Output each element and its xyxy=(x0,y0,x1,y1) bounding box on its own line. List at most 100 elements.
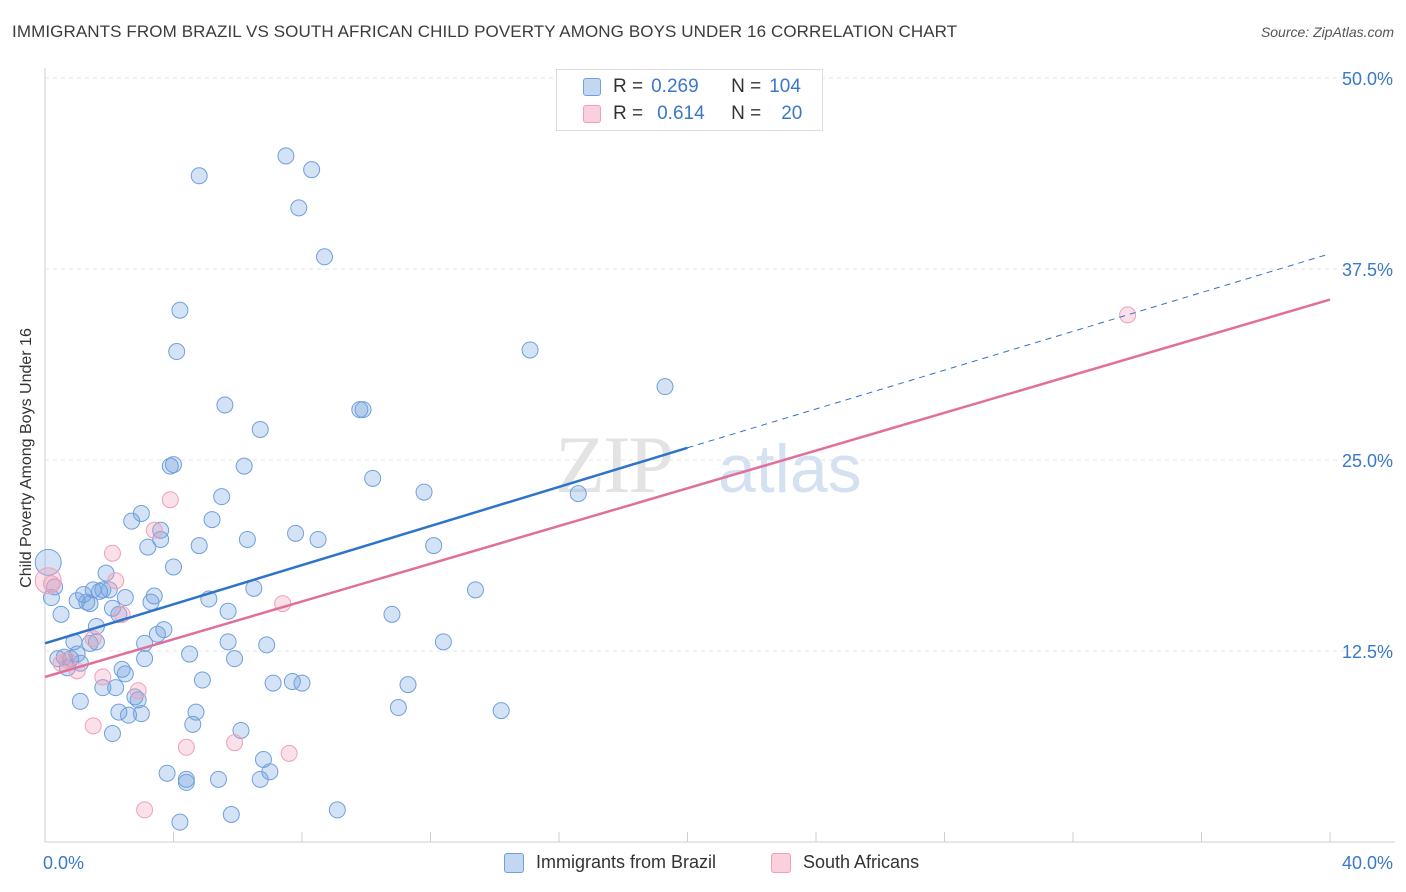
brazil-point xyxy=(290,199,308,217)
watermark-zip: ZIP xyxy=(555,419,672,510)
brazil-trend-extension xyxy=(687,253,1331,449)
brazil-point xyxy=(193,671,211,689)
south-african-point xyxy=(280,744,298,762)
trend-lines xyxy=(44,253,1331,679)
brazil-point xyxy=(103,599,121,617)
legend-swatch-brazil xyxy=(504,852,524,873)
brazil-point xyxy=(258,636,276,654)
legend-row-south-african: R = 0.614 N = 20 xyxy=(583,101,802,127)
brazil-point xyxy=(328,801,346,819)
brazil-point xyxy=(656,378,674,396)
legend-label-brazil: Immigrants from Brazil xyxy=(536,852,717,872)
brazil-point xyxy=(110,703,128,721)
y-tick-label: 50.0% xyxy=(1342,69,1393,89)
brazil-point xyxy=(71,692,89,710)
brazil-point xyxy=(216,396,234,414)
brazil-point xyxy=(155,621,173,639)
brazil-point xyxy=(209,770,227,788)
brazil-point xyxy=(354,401,372,419)
series-legend: Immigrants from Brazil South Africans xyxy=(0,852,1406,878)
y-axis-label: Child Poverty Among Boys Under 16 xyxy=(18,328,35,588)
brazil-point xyxy=(103,725,121,743)
south-african-point xyxy=(145,521,163,539)
legend-r-value: 0.614 xyxy=(657,103,705,124)
brazil-point xyxy=(165,558,182,576)
brazil-point xyxy=(187,703,205,721)
south-african-point xyxy=(1119,306,1137,324)
south-african-point xyxy=(103,544,121,562)
brazil-point xyxy=(81,634,99,652)
brazil-point xyxy=(145,587,163,605)
watermark: ZIP atlas xyxy=(555,419,862,510)
south-african-point xyxy=(226,734,244,752)
brazil-point xyxy=(132,504,150,522)
brazil-point xyxy=(466,581,484,599)
legend-label-south-african: South Africans xyxy=(803,852,920,872)
brazil-point xyxy=(132,705,150,723)
brazil-point xyxy=(309,530,327,548)
brazil-point xyxy=(113,660,131,678)
gridlines xyxy=(45,77,1395,652)
correlation-legend: R = 0.269 N = 104 R = 0.614 N = 20 xyxy=(556,69,823,131)
y-tick-label: 12.5% xyxy=(1342,642,1393,662)
brazil-point xyxy=(415,483,433,501)
brazil-point xyxy=(251,420,269,438)
south-african-point xyxy=(94,668,112,686)
legend-item-brazil: Immigrants from Brazil xyxy=(504,852,716,873)
brazil-point xyxy=(181,645,199,663)
legend-n-label: N = xyxy=(731,76,762,97)
brazil-point xyxy=(226,650,244,668)
source-credit: Source: ZipAtlas.com xyxy=(1260,24,1394,40)
brazil-point xyxy=(34,548,62,576)
brazil-point xyxy=(287,524,305,542)
brazil-point xyxy=(120,706,138,724)
brazil-point xyxy=(190,537,208,555)
brazil-point xyxy=(165,456,182,474)
south-african-point xyxy=(107,572,125,590)
legend-swatch-south-african xyxy=(583,105,601,123)
south-african-point xyxy=(34,567,62,595)
legend-n-value: 104 xyxy=(769,76,801,97)
brazil-point xyxy=(171,301,189,319)
brazil-point xyxy=(219,633,237,651)
brazil-point xyxy=(100,581,118,599)
south-african-point xyxy=(129,682,147,700)
legend-n-value: 20 xyxy=(781,103,803,124)
brazil-point xyxy=(389,699,407,717)
brazil-point xyxy=(190,167,208,185)
brazil-point xyxy=(177,770,195,788)
legend-r-label: R = xyxy=(613,103,644,124)
legend-swatch-brazil xyxy=(583,78,601,96)
south-african-point xyxy=(161,491,179,509)
brazil-point xyxy=(168,343,186,361)
brazil-point xyxy=(399,676,417,694)
brazil-point xyxy=(171,813,189,831)
brazil-point xyxy=(152,530,170,548)
axes xyxy=(44,68,1395,843)
brazil-point xyxy=(116,589,134,607)
brazil-point xyxy=(521,341,539,359)
south-african-point xyxy=(136,801,154,819)
brazil-point xyxy=(569,485,587,503)
south-african-points xyxy=(34,306,1137,819)
brazil-point xyxy=(277,147,295,165)
brazil-point xyxy=(222,805,240,823)
brazil-point xyxy=(261,763,279,781)
brazil-point xyxy=(315,248,333,266)
brazil-point xyxy=(152,521,170,539)
brazil-point xyxy=(264,674,282,692)
brazil-point xyxy=(383,605,401,623)
brazil-point xyxy=(203,511,221,529)
x-tick-labels: 0.0% 40.0% xyxy=(43,853,1393,873)
brazil-point xyxy=(364,469,382,487)
brazil-point xyxy=(213,488,231,506)
legend-n-label: N = xyxy=(731,103,762,124)
south-african-point xyxy=(52,654,70,672)
y-tick-label: 25.0% xyxy=(1342,451,1393,471)
brazil-point xyxy=(238,530,256,548)
x-tick-label-min: 0.0% xyxy=(43,853,84,873)
brazil-point xyxy=(492,702,510,720)
brazil-point xyxy=(52,605,70,623)
x-tick-label-max: 40.0% xyxy=(1342,853,1393,873)
